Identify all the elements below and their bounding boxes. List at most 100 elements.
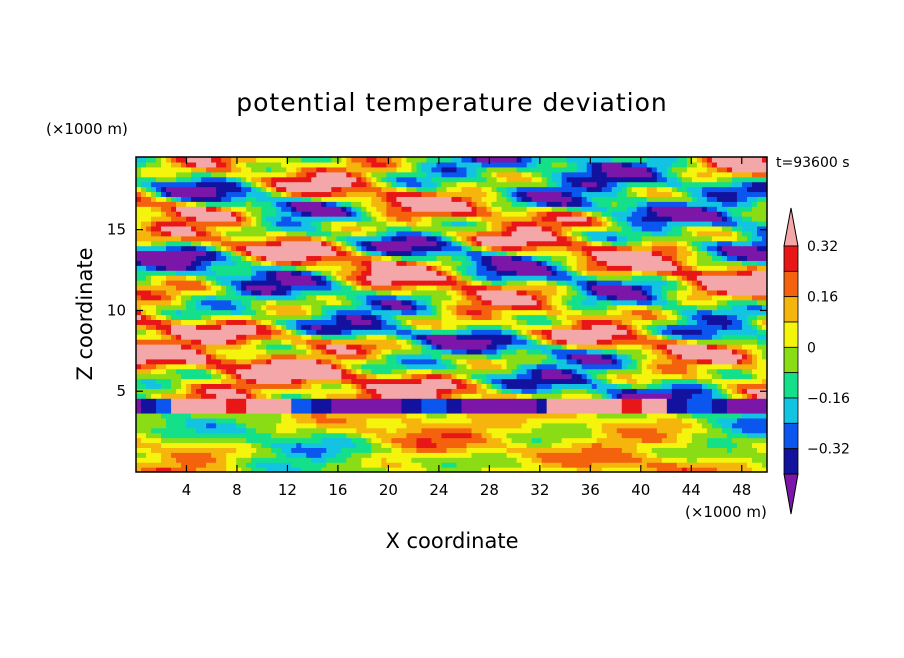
field-cell <box>326 363 332 370</box>
field-cell <box>246 284 252 291</box>
field-cell <box>381 329 387 335</box>
field-cell <box>636 304 643 311</box>
field-cell <box>666 314 673 321</box>
field-cell <box>701 378 708 384</box>
field-cell <box>196 398 202 404</box>
field-cell <box>191 339 197 345</box>
field-cell <box>291 452 297 458</box>
field-cell <box>326 368 332 375</box>
field-cell <box>351 289 357 296</box>
field-cell <box>416 432 423 439</box>
field-cell <box>601 284 608 291</box>
field-cell <box>416 358 423 365</box>
field-cell <box>176 314 182 321</box>
field-cell <box>456 289 463 296</box>
field-cell <box>721 452 728 458</box>
field-cell <box>281 363 287 370</box>
field-cell <box>346 373 352 380</box>
field-cell <box>666 447 673 453</box>
field-cell <box>706 462 713 468</box>
field-cell <box>146 432 152 439</box>
field-cell <box>696 289 703 296</box>
field-cell <box>736 304 743 311</box>
field-cell <box>371 373 377 380</box>
field-cell <box>491 408 498 414</box>
field-cell <box>371 452 377 458</box>
field-cell <box>236 462 242 468</box>
field-cell <box>296 417 302 424</box>
field-cell <box>706 284 713 291</box>
field-cell <box>166 275 172 281</box>
field-cell <box>331 457 337 463</box>
field-cell <box>631 289 638 296</box>
field-cell <box>606 437 613 444</box>
field-cell <box>331 422 337 429</box>
field-cell <box>701 334 708 340</box>
field-cell <box>466 383 473 389</box>
field-cell <box>696 344 703 350</box>
field-cell <box>756 353 763 360</box>
field-cell <box>201 289 207 296</box>
field-cell <box>376 452 382 458</box>
field-cell <box>531 284 538 291</box>
field-cell <box>581 452 588 458</box>
field-cell <box>731 373 738 380</box>
field-cell <box>156 309 162 316</box>
field-cell <box>741 319 748 325</box>
field-cell <box>351 339 357 345</box>
field-cell <box>161 412 167 419</box>
field-cell <box>741 299 748 306</box>
field-cell <box>526 467 533 472</box>
field-cell <box>666 457 673 463</box>
field-cell <box>611 329 618 335</box>
field-cell <box>716 348 723 355</box>
field-cell <box>721 284 728 291</box>
field-cell <box>396 339 403 345</box>
field-cell <box>601 378 608 384</box>
field-cell <box>411 309 418 316</box>
field-cell <box>296 339 302 345</box>
field-cell <box>551 304 558 311</box>
field-cell <box>146 457 152 463</box>
field-cell <box>281 403 287 409</box>
field-cell <box>151 432 157 439</box>
field-cell <box>716 417 723 424</box>
field-cell <box>521 403 528 409</box>
field-cell <box>501 427 508 434</box>
field-cell <box>621 393 628 399</box>
field-cell <box>191 319 197 325</box>
field-cell <box>176 462 182 468</box>
field-cell <box>141 275 147 281</box>
field-cell <box>606 412 613 419</box>
field-cell <box>696 432 703 439</box>
field-cell <box>406 408 413 414</box>
field-cell <box>736 447 743 453</box>
field-cell <box>351 398 357 404</box>
field-cell <box>716 452 723 458</box>
field-cell <box>481 329 488 335</box>
field-cell <box>436 412 443 419</box>
field-cell <box>331 368 337 375</box>
field-cell <box>356 334 362 340</box>
field-cell <box>556 334 563 340</box>
field-cell <box>526 358 533 365</box>
field-cell <box>141 348 147 355</box>
field-cell <box>326 437 332 444</box>
field-cell <box>656 427 663 434</box>
field-cell <box>326 353 332 360</box>
field-cell <box>736 408 743 414</box>
field-cell <box>696 294 703 301</box>
field-cell <box>161 363 167 370</box>
field-cell <box>646 422 653 429</box>
field-cell <box>216 383 222 389</box>
field-cell <box>231 309 237 316</box>
field-cell <box>351 408 357 414</box>
field-cell <box>416 275 423 281</box>
field-cell <box>266 334 272 340</box>
field-cell <box>176 373 182 380</box>
field-cell <box>171 294 177 301</box>
field-cell <box>621 437 628 444</box>
field-cell <box>401 422 408 429</box>
field-cell <box>536 353 543 360</box>
field-cell <box>236 358 242 365</box>
